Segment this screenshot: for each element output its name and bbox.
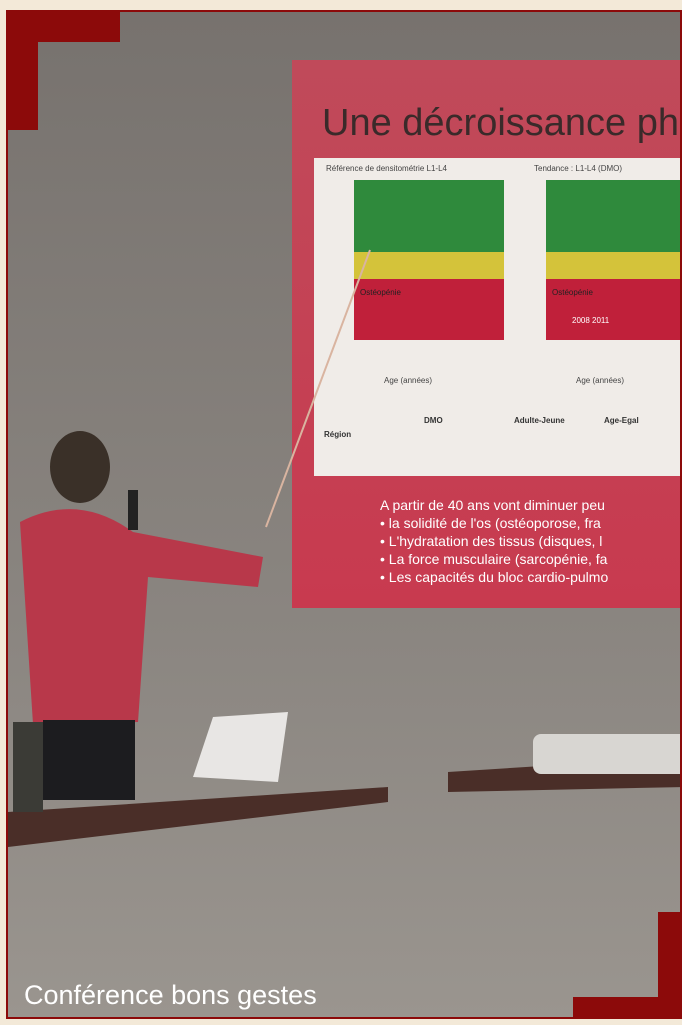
caption: Conférence bons gestes (24, 980, 317, 1011)
shirt (20, 509, 263, 724)
shorts (43, 720, 135, 800)
photo-card: Une décroissance ph Référence de densito… (0, 0, 682, 1025)
corner-decoration (573, 912, 682, 1019)
head (50, 431, 110, 503)
corner-decoration (8, 12, 120, 130)
projector (533, 734, 682, 774)
pointer (266, 250, 370, 527)
microphone (128, 490, 138, 530)
laptop (193, 712, 288, 782)
photo: Une décroissance ph Référence de densito… (6, 10, 682, 1019)
scene (8, 12, 682, 1019)
bottle (13, 722, 43, 812)
